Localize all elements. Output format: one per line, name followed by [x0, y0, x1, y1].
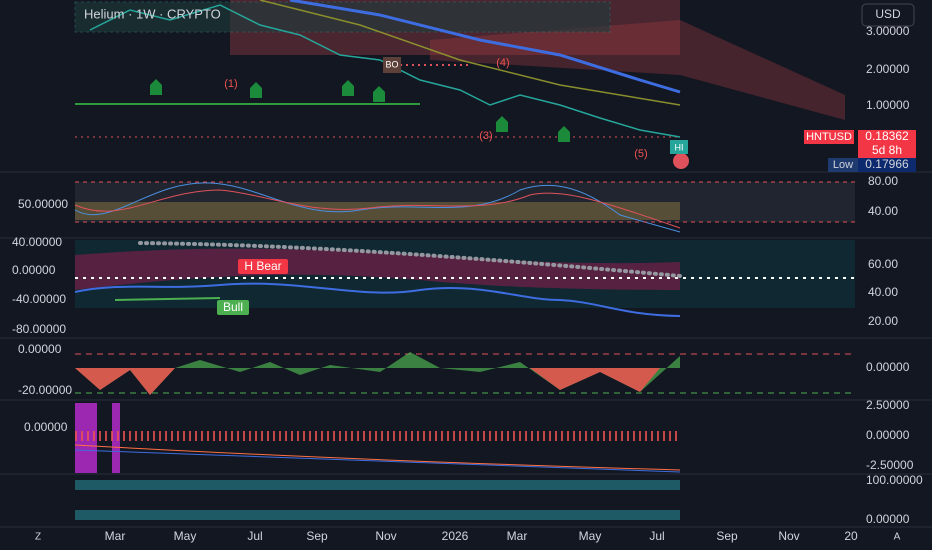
annotation: BO	[385, 59, 398, 69]
y-axis-label: 0.00000	[12, 263, 56, 277]
price-box	[858, 130, 916, 158]
annotation: (1)	[224, 78, 237, 90]
low-value: 0.17966	[865, 157, 909, 171]
badge-box	[217, 300, 249, 315]
pane-separators	[0, 171, 932, 528]
annotation: (5)	[634, 148, 647, 160]
annotation: HI	[675, 142, 684, 152]
low-box	[858, 158, 916, 172]
corner-left[interactable]: Z	[35, 532, 41, 543]
y-axis-label: 100.00000	[866, 473, 923, 487]
time-label: Jul	[649, 529, 664, 543]
y-axis-label: 0.00000	[866, 360, 910, 374]
heat-row	[75, 480, 680, 490]
y-axis-label: -2.50000	[866, 458, 914, 472]
annotation-box	[383, 57, 401, 73]
badge: Bull	[223, 300, 243, 314]
rsi-decor	[74, 181, 855, 233]
y-axis-label: 40.00000	[12, 235, 62, 249]
annotation: (3)	[479, 130, 492, 142]
heat-row	[75, 510, 680, 520]
y-axis-label: 1.00000	[866, 98, 910, 112]
y-axis-label: 0.00000	[18, 342, 62, 356]
y-axis-label: 80.00	[868, 174, 898, 188]
badge: H Bear	[244, 259, 281, 273]
y-axis-label: -80.00000	[12, 322, 66, 336]
low-label-box	[828, 158, 858, 172]
time-label: Nov	[778, 529, 799, 543]
time-label: Sep	[306, 529, 328, 543]
time-label: Mar	[507, 529, 528, 543]
y-axis-label: 0.00000	[866, 512, 910, 526]
time-label: May	[174, 529, 197, 543]
corner-right[interactable]: A	[894, 532, 901, 543]
y-axis-label: 40.00	[868, 285, 898, 299]
y-axis-label: 3.00000	[866, 24, 910, 38]
y-axis-label: -20.00000	[18, 383, 72, 397]
time-label: Mar	[105, 529, 126, 543]
y-axis-label: 60.00	[868, 257, 898, 271]
countdown: 5d 8h	[872, 143, 902, 157]
currency[interactable]: USD	[875, 7, 901, 21]
annotation-box	[670, 140, 688, 154]
currency-button[interactable]	[861, 3, 915, 27]
time-label: 20	[844, 529, 858, 543]
chart-title: Helium · 1W · CRYPTO	[84, 6, 221, 21]
ticker-box	[804, 130, 854, 144]
ticker: HNTUSD	[806, 131, 852, 143]
y-axis-label: 2.50000	[866, 398, 910, 412]
time-label: Sep	[716, 529, 738, 543]
macd-decor	[74, 403, 681, 473]
y-axis-label: 50.00000	[18, 197, 68, 211]
y-axis-label: 0.00000	[24, 420, 68, 434]
y-axis-label: -40.00000	[12, 292, 66, 306]
y-axis-label: 2.00000	[866, 62, 910, 76]
y-axis-label: 40.00	[868, 204, 898, 218]
time-label: 2026	[442, 529, 469, 543]
y-axis-label: 20.00	[868, 314, 898, 328]
y-axis-label: 0.00000	[866, 428, 910, 442]
badge-box	[238, 259, 288, 274]
price: 0.18362	[865, 129, 909, 143]
low-label: Low	[833, 159, 853, 171]
time-label: Jul	[247, 529, 262, 543]
mom-decor	[75, 352, 855, 395]
time-label: Nov	[375, 529, 396, 543]
annotation: (4)	[496, 57, 509, 69]
osc-decor	[74, 240, 855, 317]
time-label: May	[579, 529, 602, 543]
